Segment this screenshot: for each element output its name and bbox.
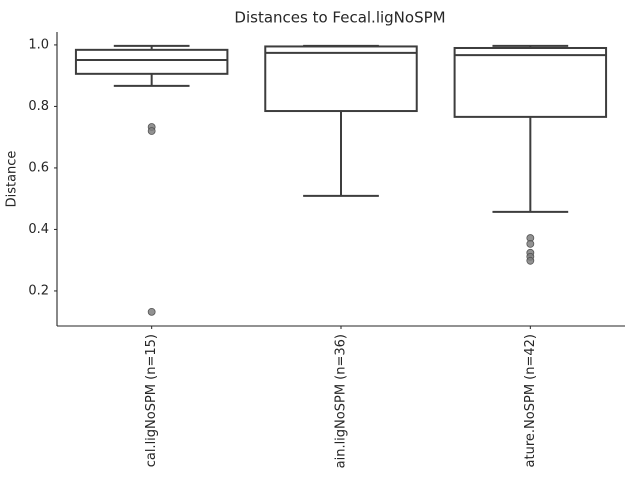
y-tick-label: 0.8 <box>28 99 49 114</box>
flier <box>147 127 156 135</box>
y-tick-label: 0.2 <box>28 283 49 298</box>
y-tick-label: 1.0 <box>28 37 49 52</box>
flier <box>526 239 535 248</box>
flier <box>147 307 156 316</box>
x-tick-label: cal.ligNoSPM (n=15) <box>144 334 159 467</box>
x-tick-label: ature.NoSPM (n=42) <box>523 334 538 467</box>
chart-title: Distances to Fecal.ligNoSPM <box>234 9 445 27</box>
box <box>453 46 608 118</box>
box <box>264 45 418 113</box>
box <box>74 48 229 75</box>
y-axis-label: Distance <box>5 151 20 208</box>
x-tick-label: ain.ligNoSPM (n=36) <box>334 334 349 468</box>
y-tick-label: 0.6 <box>28 160 49 175</box>
flier <box>526 256 535 265</box>
y-tick-label: 0.4 <box>28 222 49 237</box>
